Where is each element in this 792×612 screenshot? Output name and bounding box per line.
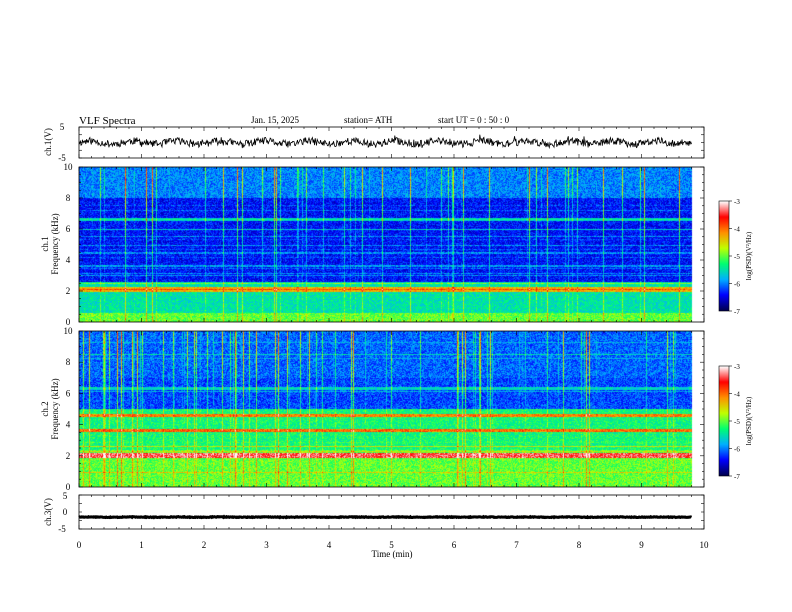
start-ut-label: start UT = 0 : 50 : 0	[438, 115, 510, 125]
x-axis-label: Time (min)	[372, 549, 413, 559]
colorbar-tick-label: -7	[734, 473, 740, 481]
x-tick-label: 2	[202, 540, 207, 550]
x-tick-label: 6	[452, 540, 457, 550]
waveform-line	[78, 134, 692, 150]
y-tick-label: 2	[66, 286, 71, 296]
colorbar-tick-label: -7	[734, 308, 740, 316]
panel-ch1-spectrogram: 10 8 6 4 2 0 ch.1 Frequency (kHz)	[40, 162, 705, 327]
x-tick-label: 0	[77, 540, 82, 550]
colorbar-tick-label: -5	[734, 418, 740, 426]
ch1-waveform-series	[78, 134, 692, 150]
ch3-ylabel: ch.3(V)	[43, 498, 53, 526]
colorbar-tick-label: -3	[734, 198, 740, 206]
ch3-ytick-mid: 0	[63, 507, 68, 517]
panel-ch2-spectrogram: 10 8 6 4 2 0 ch.2 Frequency (kHz)	[40, 326, 705, 492]
ch1-spec-yticks: 10 8 6 4 2 0	[64, 162, 704, 327]
colorbar-tick-label: -5	[734, 253, 740, 261]
panel-ch1-waveform: 5 -5 ch.1(V)	[43, 122, 705, 163]
ch2-spectrogram-image	[79, 331, 704, 487]
colorbar-tick-label: -6	[734, 281, 740, 289]
x-axis-ticks	[78, 126, 705, 530]
x-tick-label: 5	[389, 540, 394, 550]
y-tick-label: 6	[66, 388, 71, 398]
x-tick-label: 7	[514, 540, 519, 550]
colorbar-tick-label: -4	[734, 391, 740, 399]
date-label: Jan. 15, 2025	[251, 115, 299, 125]
panel-ch3-frame	[78, 494, 705, 530]
waveform-line	[78, 514, 693, 520]
y-tick-label: 8	[66, 193, 71, 203]
colorbar-ch1-gradient	[719, 201, 729, 311]
colorbar-tick-label: -6	[734, 446, 740, 454]
y-tick-label: 6	[66, 224, 71, 234]
ch1-spectrogram-image	[79, 167, 704, 322]
colorbar-ch2-gradient	[719, 366, 729, 476]
ch1-ylabel: ch.1(V)	[43, 128, 53, 156]
ch1-ytick-bottom: -5	[58, 153, 66, 163]
x-tick-label: 1	[139, 540, 144, 550]
x-tick-label: 10	[700, 540, 710, 550]
ch2-spec-ylabel-frequency: Frequency (kHz)	[50, 378, 60, 439]
y-tick-label: 10	[64, 326, 74, 336]
y-tick-label: 8	[66, 357, 71, 367]
x-tick-label: 8	[577, 540, 582, 550]
ch3-ytick-bottom: -5	[58, 524, 66, 534]
x-tick-label: 9	[639, 540, 644, 550]
colorbar-ch2-label: log(PSD)(V²/Hz)	[745, 396, 753, 445]
colorbar-ch2-ticks: -3 -4 -5 -6 -7	[729, 363, 740, 481]
y-tick-label: 2	[66, 451, 71, 461]
panel-ch1-frame	[78, 126, 705, 159]
figure-title: VLF Spectra	[79, 115, 136, 127]
y-tick-label: 10	[64, 162, 74, 172]
ch3-waveform-series	[78, 514, 693, 520]
ch3-ytick-top: 5	[63, 491, 68, 501]
ch1-spec-ylabel-channel: ch.1	[40, 236, 50, 251]
colorbar-ch1-ticks: -3 -4 -5 -6 -7	[729, 198, 740, 316]
colorbar-ch1-label: log(PSD)(V²/Hz)	[745, 231, 753, 280]
station-label: station= ATH	[344, 115, 393, 125]
colorbar-ch2: -3 -4 -5 -6 -7 log(PSD)(V²/Hz)	[718, 363, 753, 481]
y-tick-label: 4	[66, 255, 71, 265]
ch1-spec-ylabel-frequency: Frequency (kHz)	[50, 213, 60, 274]
ch2-spec-yticks: 10 8 6 4 2 0	[64, 326, 704, 492]
colorbar-tick-label: -3	[734, 363, 740, 371]
ch2-spec-ylabel-channel: ch.2	[40, 401, 50, 416]
y-tick-label: 0	[66, 482, 71, 492]
x-tick-label: 4	[327, 540, 332, 550]
colorbar-ch1: -3 -4 -5 -6 -7 log(PSD)(V²/Hz)	[718, 198, 753, 316]
panel-ch3-waveform: 5 0 -5 ch.3(V)	[43, 491, 705, 534]
y-tick-label: 4	[66, 420, 71, 430]
colorbar-tick-label: -4	[734, 226, 740, 234]
x-tick-label: 3	[264, 540, 269, 550]
y-tick-label: 0	[66, 317, 71, 327]
x-axis-tick-labels: 0 1 2 3 4 5 6 7 8 9 10	[77, 540, 709, 550]
ch1-ytick-top: 5	[60, 122, 65, 132]
